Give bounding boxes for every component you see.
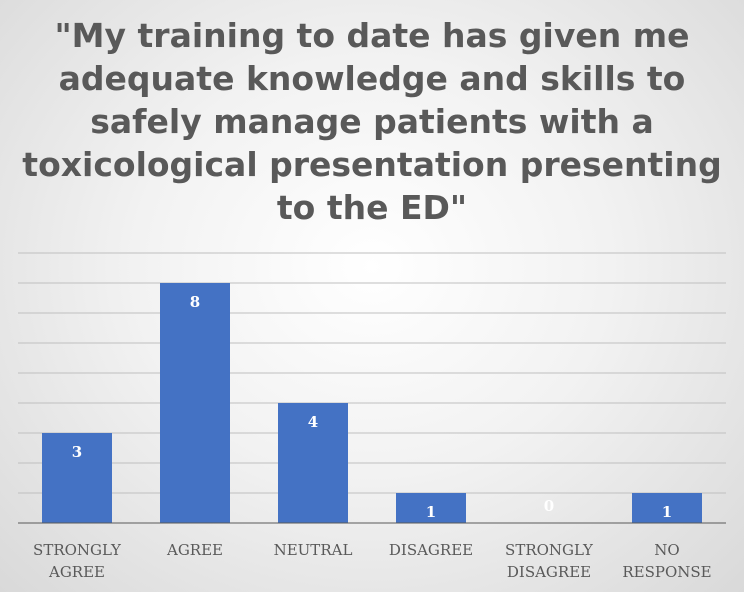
tick-label-0: STRONGLY AGREE: [33, 541, 122, 581]
tick-label-4: STRONGLY DISAGREE: [505, 541, 594, 581]
chart-title: "My training to date has given me adequa…: [22, 16, 722, 227]
data-label-0: 3: [72, 443, 82, 461]
data-label-2: 4: [308, 413, 318, 431]
data-label-3: 1: [426, 503, 436, 521]
bar-2: [278, 403, 348, 523]
tick-label-3: DISAGREE: [389, 541, 473, 559]
bar-1: [160, 283, 230, 523]
tick-label-2: NEUTRAL: [274, 541, 353, 559]
data-label-4: 0: [544, 497, 554, 515]
bar-0: [42, 433, 112, 523]
bar-3: [396, 493, 466, 523]
tick-label-5: NO RESPONSE: [622, 541, 711, 581]
data-label-5: 1: [662, 503, 672, 521]
tick-label-1: AGREE: [166, 541, 223, 559]
bar-5: [632, 493, 702, 523]
data-label-1: 8: [190, 293, 200, 311]
